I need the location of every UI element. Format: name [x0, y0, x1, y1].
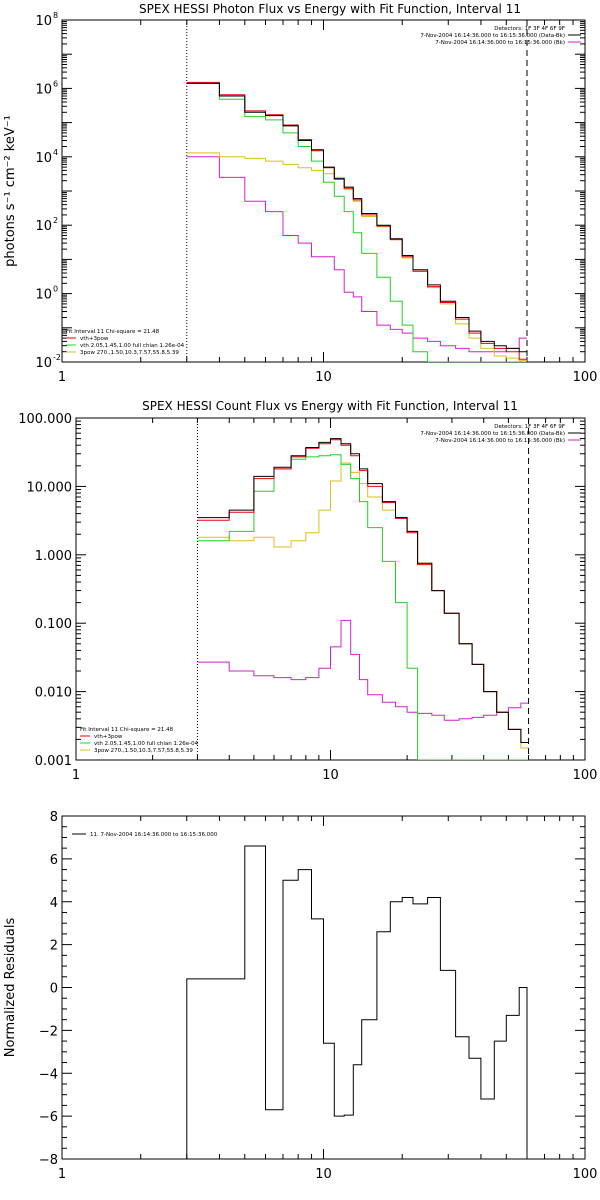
legend-entry: vth 2.05,1.45,1.00 full chian 1.26e-04	[94, 741, 199, 747]
legend-entry: Fit Interval 11 Chi-square = 21.48	[66, 329, 160, 335]
y-tick-label: 1.000	[35, 549, 72, 564]
series-green-line	[186, 82, 527, 362]
y-tick-label: 10	[35, 288, 52, 303]
x-tick-label: 100	[573, 1167, 598, 1182]
legend-entry: Detectors: 1F 3F 4F 6F 9F	[494, 424, 565, 430]
series-black-line	[186, 82, 527, 353]
legend-entry: 7-Nov-2004 16:14:36.000 to 16:15:36.000 …	[420, 431, 565, 437]
y-tick-label: −2	[39, 1024, 58, 1039]
legend-entry: vth+3pow	[80, 336, 109, 342]
plot-frame	[61, 19, 586, 363]
legend-entry: 3pow 270.,1.50,10.3,7.57,55.8,5.39	[80, 350, 179, 356]
y-axis-title: photons s⁻¹ cm⁻² keV⁻¹	[3, 115, 18, 267]
legend-entry: 7-Nov-2004 16:14:36.000 to 16:15:36.000 …	[435, 40, 565, 46]
y-tick-exponent: 8	[53, 11, 58, 20]
x-tick-label: 10	[315, 370, 332, 385]
y-tick-label: 10.000	[27, 480, 73, 495]
x-tick-label: 100	[573, 768, 598, 783]
y-tick-label: 10	[35, 219, 52, 234]
y-tick-exponent: 2	[53, 216, 58, 225]
series-red-line	[197, 439, 529, 743]
y-tick-label: 10	[35, 82, 52, 97]
legend-entry: Fit Interval 11 Chi-square = 21.48	[80, 727, 174, 733]
series-magenta-line	[197, 619, 529, 721]
y-tick-label: 0	[50, 982, 58, 997]
x-tick-label: 100	[573, 370, 598, 385]
series-red-line	[186, 81, 527, 360]
series-black-line	[197, 438, 529, 743]
x-tick-label: 1	[72, 768, 80, 783]
chart-title: SPEX HESSI Count Flux vs Energy with Fit…	[142, 399, 518, 413]
series-yellow-line	[197, 462, 529, 749]
y-tick-exponent: -2	[53, 353, 61, 362]
x-tick-label: 1	[58, 1167, 66, 1182]
legend-entry: vth 2.05,1.45,1.00 full chian 1.26e-04	[80, 343, 185, 349]
series-green-line	[197, 454, 529, 760]
y-tick-label: 2	[50, 939, 58, 954]
photon-flux-chart: SPEX HESSI Photon Flux vs Energy with Fi…	[3, 2, 597, 385]
y-tick-label: 10	[35, 356, 52, 371]
legend-entry: 7-Nov-2004 16:14:36.000 to 16:15:36.000 …	[420, 33, 565, 39]
y-tick-label: 4	[50, 896, 58, 911]
x-tick-label: 10	[315, 1167, 332, 1182]
y-tick-label: 6	[50, 853, 58, 868]
legend-entry: vth+3pow	[94, 734, 123, 740]
y-tick-exponent: 6	[53, 79, 58, 88]
legend-entry: 7-Nov-2004 16:14:36.000 to 16:15:36.000 …	[435, 438, 565, 444]
legend-entry: Detectors: 1F 3F 4F 6F 9F	[494, 26, 565, 32]
y-tick-exponent: 0	[53, 285, 58, 294]
y-tick-label: −8	[39, 1153, 58, 1168]
y-tick-label: −6	[39, 1110, 58, 1125]
y-tick-label: 0.100	[35, 617, 72, 632]
legend-entry: 3pow 270.,1.50,10.3,7.57,55.8,5.39	[94, 748, 193, 754]
y-tick-exponent: 4	[53, 148, 58, 157]
x-tick-label: 1	[58, 370, 66, 385]
y-tick-label: 10	[35, 151, 52, 166]
series-magenta-line	[186, 156, 527, 353]
y-axis-title: Normalized Residuals	[3, 918, 18, 1058]
series-yellow-line	[186, 152, 527, 362]
series-group	[197, 438, 529, 760]
x-tick-label: 10	[322, 768, 339, 783]
chart-title: SPEX HESSI Photon Flux vs Energy with Fi…	[139, 2, 521, 16]
y-tick-label: 10	[35, 14, 52, 29]
residuals-chart: 1 10 100 −8 −6 −4 −2 0 2 4 6 8 Normalized Residuals 1…	[3, 810, 597, 1182]
y-tick-label: 0.001	[35, 754, 72, 769]
y-tick-label: 8	[50, 810, 58, 825]
y-tick-label: 100.000	[18, 412, 72, 427]
y-tick-label: −4	[39, 1067, 58, 1082]
series-group	[186, 845, 528, 1159]
series-group	[186, 81, 527, 362]
count-flux-chart: SPEX HESSI Count Flux vs Energy with Fit…	[18, 399, 597, 783]
y-tick-label: 0.010	[35, 686, 72, 701]
legend-entry: 11. 7-Nov-2004 16:14:36.000 to 16:15:36.…	[90, 832, 218, 838]
series-black-line	[186, 845, 528, 1159]
